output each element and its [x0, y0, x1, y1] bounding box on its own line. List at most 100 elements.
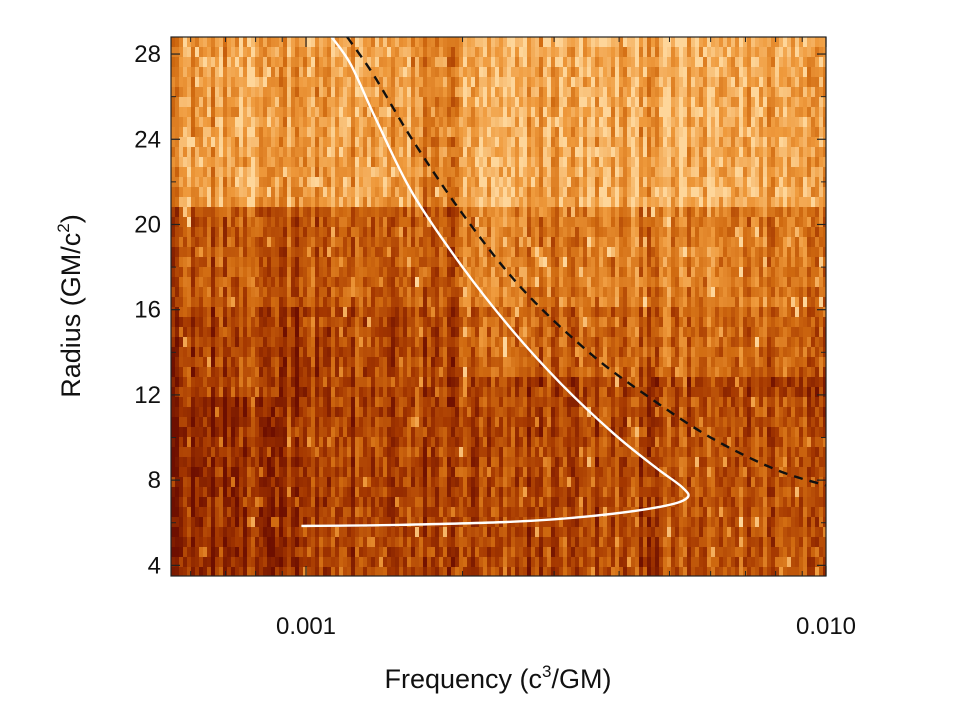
heatmap-cell [287, 207, 292, 218]
heatmap-cell [431, 177, 436, 188]
heatmap-cell [715, 87, 720, 98]
heatmap-cell [391, 287, 396, 298]
heatmap-cell [735, 217, 740, 228]
heatmap-cell [331, 77, 336, 88]
heatmap-cell [227, 117, 232, 128]
heatmap-cell [223, 177, 228, 188]
heatmap-cell [171, 327, 176, 338]
heatmap-cell [303, 317, 308, 328]
heatmap-cell [303, 287, 308, 298]
heatmap-cell [435, 87, 440, 98]
heatmap-cell [359, 217, 364, 228]
heatmap-cell [455, 277, 460, 288]
heatmap-cell [763, 317, 768, 328]
heatmap-cell [243, 277, 248, 288]
heatmap-cell [819, 197, 824, 208]
heatmap-cell [651, 237, 656, 248]
heatmap-cell [263, 47, 268, 58]
heatmap-cell [243, 207, 248, 218]
heatmap-cell [187, 327, 192, 338]
heatmap-cell [563, 107, 568, 118]
heatmap-cell [767, 177, 772, 188]
heatmap-cell [523, 47, 528, 58]
heatmap-cell [375, 127, 380, 138]
heatmap-cell [215, 317, 220, 328]
heatmap-cell [527, 137, 532, 148]
heatmap-cell [583, 257, 588, 268]
heatmap-cell [507, 277, 512, 288]
heatmap-cell [271, 157, 276, 168]
heatmap-cell [735, 117, 740, 128]
heatmap-cell [627, 137, 632, 148]
heatmap-cell [523, 187, 528, 198]
heatmap-cell [499, 297, 504, 308]
heatmap-cell [359, 47, 364, 58]
heatmap-cell [551, 277, 556, 288]
heatmap-cell [375, 67, 380, 78]
heatmap-cell [799, 37, 804, 48]
heatmap-cell [355, 277, 360, 288]
heatmap-cell [339, 297, 344, 308]
heatmap-cell [563, 47, 568, 58]
heatmap-cell [667, 167, 672, 178]
heatmap-cell [303, 207, 308, 218]
heatmap-cell [251, 307, 256, 318]
heatmap-cell [395, 77, 400, 88]
heatmap-cell [567, 37, 572, 48]
heatmap-cell [175, 297, 180, 308]
heatmap-cell [283, 307, 288, 318]
heatmap-cell [623, 157, 628, 168]
heatmap-cell [499, 87, 504, 98]
heatmap-cell [243, 117, 248, 128]
heatmap-cell [207, 237, 212, 248]
heatmap-cell [175, 287, 180, 298]
heatmap-cell [235, 217, 240, 228]
heatmap-cell [523, 37, 528, 48]
heatmap-cell [715, 117, 720, 128]
heatmap-cell [687, 327, 692, 338]
heatmap-cell [711, 257, 716, 268]
heatmap-cell [223, 217, 228, 228]
heatmap-cell [587, 307, 592, 318]
heatmap-cell [243, 167, 248, 178]
heatmap-cell [499, 77, 504, 88]
heatmap-cell [415, 47, 420, 58]
heatmap-cell [451, 87, 456, 98]
heatmap-cell [623, 187, 628, 198]
heatmap-cell [599, 267, 604, 278]
heatmap-cell [315, 277, 320, 288]
heatmap-cell [239, 147, 244, 158]
heatmap-cell [811, 217, 816, 228]
heatmap-cell [403, 297, 408, 308]
heatmap-cell [471, 197, 476, 208]
heatmap-cell [495, 327, 500, 338]
heatmap-cell [291, 107, 296, 118]
heatmap-cell [395, 237, 400, 248]
heatmap-cell [371, 147, 376, 158]
heatmap-cell [667, 97, 672, 108]
heatmap-cell [267, 307, 272, 318]
heatmap-cell [763, 157, 768, 168]
heatmap-cell [183, 57, 188, 68]
heatmap-cell [587, 247, 592, 258]
heatmap-cell [211, 157, 216, 168]
heatmap-cell [283, 297, 288, 308]
heatmap-cell [699, 247, 704, 258]
heatmap-cell [303, 67, 308, 78]
heatmap-cell [567, 87, 572, 98]
heatmap-cell [455, 37, 460, 48]
heatmap-cell [803, 297, 808, 308]
heatmap-cell [575, 217, 580, 228]
heatmap-cell [815, 307, 820, 318]
heatmap-cell [519, 277, 524, 288]
heatmap-cell [179, 327, 184, 338]
heatmap-cell [423, 237, 428, 248]
heatmap-cell [771, 37, 776, 48]
heatmap-cell [179, 237, 184, 248]
heatmap-cell [343, 67, 348, 78]
heatmap-cell [311, 337, 316, 348]
heatmap-cell [387, 167, 392, 178]
heatmap-cell [671, 247, 676, 258]
heatmap-cell [467, 247, 472, 258]
heatmap-cell [443, 187, 448, 198]
